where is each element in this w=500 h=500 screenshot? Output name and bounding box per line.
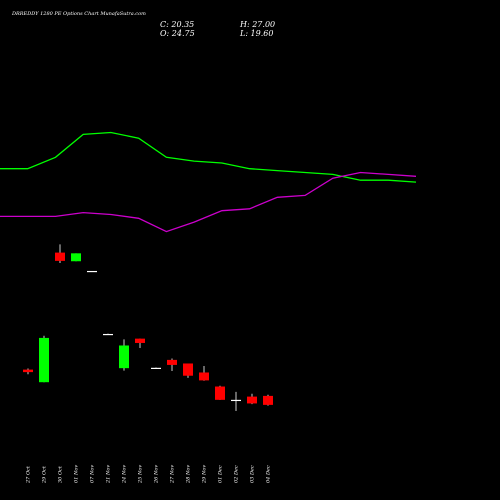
candle-body	[55, 252, 65, 261]
candle	[151, 367, 161, 369]
close-readout: C: 20.35	[160, 20, 194, 29]
x-tick-label: 28 Nov	[186, 465, 192, 484]
low-readout: L: 19.60	[239, 29, 273, 38]
candle	[135, 338, 145, 348]
candle	[167, 358, 177, 372]
candle-body	[263, 395, 273, 405]
candle	[71, 253, 81, 262]
candle-body	[183, 363, 193, 376]
candle	[247, 393, 257, 405]
x-tick-label: 27 Nov	[170, 465, 176, 484]
candle-body	[199, 372, 209, 381]
line-series-1	[0, 131, 417, 183]
candle	[103, 333, 113, 336]
x-tick-label: 03 Dec	[250, 465, 256, 483]
x-tick-label: 01 Nov	[74, 465, 80, 483]
candle-body	[103, 333, 113, 336]
candle-body	[87, 270, 97, 273]
x-tick-label: 25 Nov	[138, 465, 144, 484]
x-tick-label: 21 Nov	[106, 465, 112, 484]
candle	[23, 368, 33, 375]
line-series-2	[0, 171, 417, 233]
candle	[87, 270, 97, 273]
candle-body	[71, 253, 81, 262]
x-tick-label: 29 Oct	[42, 465, 48, 484]
x-tick-label: 04 Dec	[266, 465, 272, 483]
x-tick-label: 30 Oct	[58, 465, 64, 483]
x-tick-label: 24 Nov	[122, 465, 128, 484]
candle-body	[135, 338, 145, 343]
candle	[119, 339, 129, 371]
candle-body	[151, 367, 161, 369]
x-tick-label: 01 Dec	[218, 465, 224, 483]
x-tick-label: 27 Oct	[26, 465, 32, 484]
x-tick-label: 02 Dec	[234, 465, 240, 483]
candle-body	[247, 396, 257, 404]
candle	[263, 394, 273, 406]
candle	[55, 244, 65, 264]
x-tick-label: 07 Nov	[90, 465, 96, 483]
candle-body	[39, 337, 49, 383]
candle	[215, 385, 225, 400]
candle-body	[231, 399, 241, 402]
open-readout: O: 24.75	[160, 29, 195, 38]
candlesticks	[23, 244, 273, 411]
candle	[39, 335, 49, 383]
candle-body	[23, 369, 33, 373]
candle	[231, 391, 241, 411]
candle	[199, 366, 209, 381]
chart-title: DRREDDY 1280 PE Options Chart MunafaSutr…	[11, 11, 146, 17]
moving-average-lines	[0, 131, 417, 233]
candle-body	[215, 386, 225, 400]
x-axis-tick-labels: 27 Oct 29 Oct 30 Oct 01 Nov 07 Nov 21 Nov 24 N…	[26, 465, 272, 484]
x-tick-label: 26 Nov	[154, 465, 160, 484]
candle-body	[119, 345, 129, 369]
candle	[183, 363, 193, 378]
candle-body	[167, 359, 177, 365]
x-tick-label: 29 Nov	[202, 465, 208, 484]
high-readout: H: 27.00	[239, 20, 275, 29]
